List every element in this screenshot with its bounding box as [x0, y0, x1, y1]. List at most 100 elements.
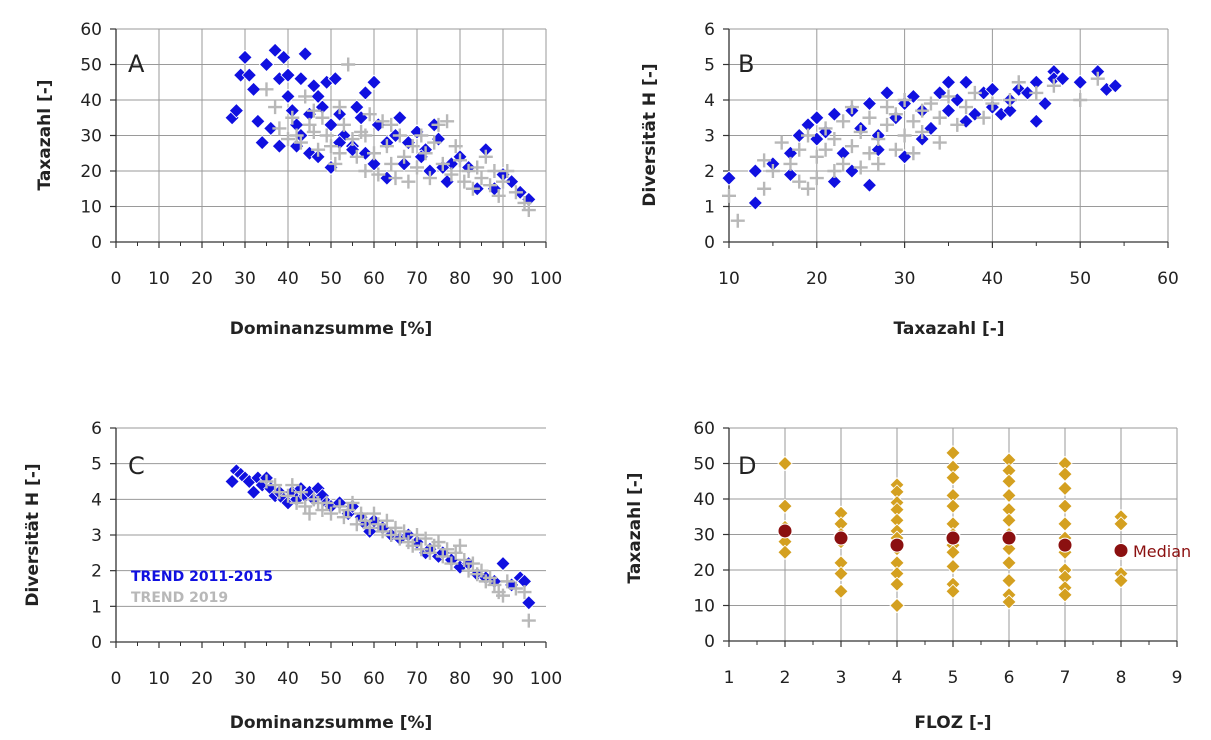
- panel-b-y-tick-label: 2: [704, 162, 715, 182]
- data-point-plus: [285, 110, 300, 125]
- data-point-diamond: [861, 95, 878, 112]
- data-point-plus: [410, 528, 424, 542]
- data-point-plus: [801, 128, 816, 143]
- panel-c-x-tick-label: 50: [320, 669, 342, 689]
- panel-d-series-median: [777, 523, 1129, 558]
- panel-c-y-tick-label: 4: [91, 490, 102, 510]
- panel-c-x-tick-label: 60: [363, 669, 385, 689]
- data-point-plus: [418, 146, 433, 161]
- panel-b: 10 20 30 40 50 60 0 1 2 3 4 5 6 B Taxazahl [-] Diver…: [640, 20, 1179, 339]
- data-point-plus: [906, 114, 921, 129]
- data-point-plus: [1073, 93, 1088, 107]
- data-point-diamond: [826, 106, 842, 122]
- panel-c-x-tick-label: 100: [530, 669, 562, 689]
- data-point-plus: [268, 478, 283, 493]
- data-point-plus: [435, 549, 450, 564]
- data-point-plus: [397, 524, 412, 539]
- data-point-plus: [268, 100, 283, 115]
- data-point-plus: [500, 574, 515, 589]
- data-point-plus: [496, 174, 510, 189]
- data-point-plus: [405, 538, 420, 553]
- data-point-plus: [379, 139, 394, 154]
- data-point-plus: [311, 142, 326, 157]
- data-point-diamond: [297, 46, 313, 62]
- data-point-plus: [888, 142, 903, 157]
- data-point-plus: [757, 181, 772, 196]
- data-point-diamond: [392, 110, 408, 126]
- panel-a-x-tick-label: 90: [492, 269, 514, 289]
- data-point-plus: [319, 495, 334, 510]
- panel-a-x-tick-label: 70: [406, 269, 428, 289]
- panel-a-x-tick-label: 40: [277, 269, 299, 289]
- panel-b-x-tick-label: 40: [982, 269, 1004, 289]
- panel-c-x-tick-label: 30: [234, 669, 256, 689]
- panel-letter-d: D: [738, 452, 756, 480]
- panel-b-x-tick-label: 30: [894, 269, 916, 289]
- data-point-median: [833, 530, 849, 546]
- panel-c-y-tick-label: 6: [91, 419, 102, 439]
- data-point-plus: [358, 164, 373, 178]
- panel-a-axes: 0 10 20 30 40 50 60 70 80 90 100 0 10 20 30 40 50 60: [80, 20, 562, 289]
- data-point-diamond: [958, 74, 974, 90]
- panel-d-y-tick-label: 40: [693, 490, 715, 510]
- data-point-diamond: [747, 195, 763, 211]
- panel-d-axes: 1 2 3 4 5 6 7 8 9 0 10 20 30 40 50 60: [693, 419, 1182, 688]
- data-point-diamond: [914, 131, 930, 147]
- data-point-diamond: [1001, 555, 1017, 571]
- data-point-diamond: [777, 544, 793, 560]
- data-point-plus: [453, 538, 467, 553]
- data-point-diamond: [809, 110, 825, 126]
- data-point-plus: [324, 139, 338, 154]
- data-point-plus: [431, 117, 446, 132]
- panel-a-x-tick-label: 20: [191, 269, 213, 289]
- panel-letter-b: B: [738, 50, 754, 78]
- data-point-plus: [880, 100, 895, 115]
- data-point-plus: [289, 128, 304, 143]
- data-point-diamond: [923, 120, 939, 136]
- panel-b-x-tick-label: 10: [718, 269, 740, 289]
- data-point-plus: [367, 146, 381, 161]
- data-point-plus: [827, 164, 842, 178]
- data-point-plus: [836, 114, 851, 129]
- data-point-plus: [474, 563, 489, 578]
- panel-d-series-series: [777, 445, 1129, 614]
- data-point-plus: [722, 188, 736, 203]
- panel-b-x-tick-label: 20: [806, 269, 828, 289]
- data-point-diamond: [833, 583, 849, 599]
- data-point-plus: [897, 128, 912, 143]
- panel-d-y-tick-label: 20: [693, 561, 715, 581]
- data-point-plus: [285, 478, 300, 493]
- data-point-plus: [888, 107, 903, 122]
- data-point-diamond: [1107, 78, 1123, 94]
- panel-b-y-tick-label: 4: [704, 91, 715, 111]
- data-point-plus: [818, 121, 833, 136]
- data-point-plus: [774, 135, 789, 150]
- data-point-median: [889, 537, 905, 553]
- data-point-diamond: [940, 74, 957, 90]
- panel-c-x-tick-label: 90: [492, 669, 514, 689]
- data-point-plus: [836, 156, 851, 171]
- data-point-diamond: [1057, 480, 1073, 496]
- data-point-diamond: [271, 138, 287, 154]
- data-point-plus: [431, 535, 446, 550]
- data-point-plus: [444, 556, 459, 571]
- data-point-diamond: [861, 177, 878, 193]
- data-point-median: [777, 523, 793, 539]
- data-point-diamond: [246, 484, 262, 500]
- data-point-plus: [422, 545, 437, 560]
- panel-d-plot-area: 1 2 3 4 5 6 7 8 9 0 10 20 30 40 50 60: [693, 419, 1182, 688]
- panel-b-y-tick-label: 3: [704, 127, 715, 147]
- data-point-plus: [500, 164, 515, 178]
- data-point-plus: [358, 513, 373, 528]
- data-point-plus: [332, 499, 347, 514]
- data-point-plus: [259, 82, 274, 97]
- data-point-diamond: [310, 149, 326, 165]
- panel-c-x-tick-label: 80: [449, 669, 471, 689]
- panel-d-x-tick-label: 5: [948, 668, 959, 688]
- data-point-plus: [1046, 78, 1061, 93]
- data-point-diamond: [349, 99, 365, 115]
- data-point-plus: [414, 128, 429, 143]
- data-point-plus: [435, 156, 450, 171]
- data-point-plus: [453, 153, 467, 168]
